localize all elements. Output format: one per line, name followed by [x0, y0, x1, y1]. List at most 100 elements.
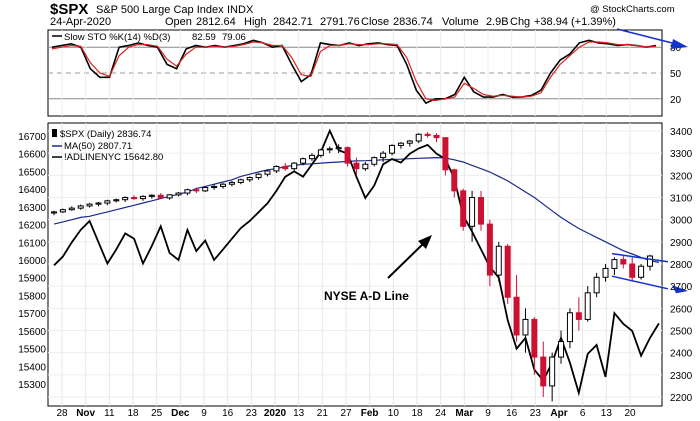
- x-tick-label: 16: [506, 408, 518, 419]
- header-open: 2812.64: [196, 16, 236, 28]
- header-symbol: $SPX: [50, 1, 88, 18]
- price-tick-label-right: 3100: [670, 194, 693, 205]
- candle-body: [575, 312, 582, 320]
- candle-body: [68, 207, 75, 211]
- trend-channel-group: [611, 252, 688, 294]
- x-tick-label: Feb: [361, 408, 379, 419]
- candle-body: [59, 209, 66, 213]
- candle-body: [344, 147, 351, 164]
- ad-tick-label-left: 16400: [18, 185, 46, 196]
- header-exchange: INDX: [227, 4, 254, 16]
- candle-body: [148, 194, 155, 197]
- header-date: 24-Apr-2020: [50, 16, 111, 28]
- candle-body: [629, 263, 636, 278]
- header-credit: @ StockCharts.com: [590, 4, 675, 15]
- candle-body: [220, 183, 227, 187]
- candle-body: [415, 133, 422, 142]
- candle-body: [264, 170, 271, 175]
- candle-body: [549, 356, 556, 387]
- trend-channel-lower: [611, 275, 669, 290]
- price-tick-label-right: 2700: [670, 282, 693, 293]
- candle-body: [246, 177, 253, 181]
- x-tick-label: Nov: [76, 408, 95, 419]
- price-tick-label-right: 2400: [670, 349, 693, 360]
- stoch-tick-label: 80: [670, 43, 682, 54]
- candle-body: [477, 197, 484, 225]
- candle-body: [300, 158, 307, 164]
- trend-channel-arrow-head: [672, 285, 688, 294]
- annotation-arrow-shaft: [387, 241, 426, 279]
- header-high: 2842.71: [273, 16, 313, 28]
- ad-tick-label-left: 15500: [18, 345, 46, 356]
- stoch-legend-label: Slow STO %K(14) %D(3): [64, 32, 170, 43]
- candle-body: [531, 318, 538, 358]
- price-tick-labels: 2200 2300 2400 2500 2600 2700 2800 2900 3000 3100…: [18, 127, 692, 404]
- candle-body: [397, 142, 404, 146]
- ad-tick-label-left: 16300: [18, 203, 46, 214]
- candle-body: [442, 137, 449, 171]
- candle-body: [291, 162, 298, 170]
- candle-body: [611, 259, 618, 269]
- x-tick-label: 25: [151, 408, 163, 419]
- stoch-tick-label: 20: [670, 95, 682, 106]
- x-tick-label: 18: [127, 408, 139, 419]
- candle-body: [255, 173, 262, 179]
- x-tick-label: 28: [56, 408, 68, 419]
- candle-body: [584, 292, 591, 320]
- candle-body: [122, 197, 129, 201]
- candle-body: [202, 187, 209, 192]
- x-tick-label: 13: [293, 408, 305, 419]
- x-tick-label: 27: [340, 408, 352, 419]
- legend-price-swatch: [52, 129, 57, 137]
- stoch-tick-label: 50: [670, 69, 682, 80]
- candle-body: [139, 195, 146, 200]
- x-tick-label: 9: [201, 408, 207, 419]
- candle-body: [495, 245, 502, 276]
- candle-body: [566, 312, 573, 343]
- candle-body: [184, 189, 191, 194]
- x-tick-label: 10: [388, 408, 400, 419]
- candle-body: [157, 194, 164, 199]
- candle-body: [638, 265, 645, 278]
- candle-body: [424, 133, 431, 136]
- price-tick-label-right: 2500: [670, 327, 693, 338]
- candle-body: [326, 148, 333, 151]
- x-tick-label: 9: [485, 408, 491, 419]
- x-tick-label: 13: [601, 408, 613, 419]
- ad-tick-label-left: 15600: [18, 327, 46, 338]
- annotation-text: NYSE A-D Line: [324, 289, 409, 303]
- candle-body: [593, 276, 600, 294]
- candle-body: [211, 185, 218, 189]
- candle-body: [620, 259, 627, 265]
- legend-adline: !ADLINENYC 15642.80: [64, 152, 163, 163]
- x-tick-label: 23: [530, 408, 542, 419]
- x-tick-label: Dec: [171, 408, 190, 419]
- legend-ma: MA(50) 2807.71: [64, 141, 132, 152]
- candle-body: [166, 194, 173, 199]
- price-tick-label-right: 2300: [670, 371, 693, 382]
- price-tick-label-right: 3000: [670, 216, 693, 227]
- x-tick-label: 16: [222, 408, 234, 419]
- candle-body: [51, 211, 57, 214]
- candle-body: [77, 205, 84, 209]
- candle-body: [513, 296, 520, 336]
- trend-channel-upper: [611, 252, 669, 263]
- x-tick-label: 24: [435, 408, 447, 419]
- candle-body: [362, 163, 369, 170]
- ad-tick-label-left: 16700: [18, 132, 46, 143]
- x-tick-label: Mar: [455, 408, 473, 419]
- ad-tick-label-left: 16600: [18, 150, 46, 161]
- header-name: S&P 500 Large Cap Index: [96, 4, 224, 16]
- candle-body: [647, 255, 653, 267]
- candle-body: [95, 202, 102, 205]
- price-tick-label-right: 3400: [670, 127, 693, 138]
- ad-tick-label-left: 16200: [18, 221, 46, 232]
- header-close-label: Close: [361, 16, 389, 28]
- ad-tick-label-left: 15300: [18, 380, 46, 391]
- candle-body: [237, 179, 244, 183]
- candle-body: [558, 341, 565, 358]
- header-open-label: Open: [165, 16, 192, 28]
- candle-body: [602, 267, 609, 278]
- header-close: 2836.74: [393, 16, 433, 28]
- candle-body: [389, 144, 396, 154]
